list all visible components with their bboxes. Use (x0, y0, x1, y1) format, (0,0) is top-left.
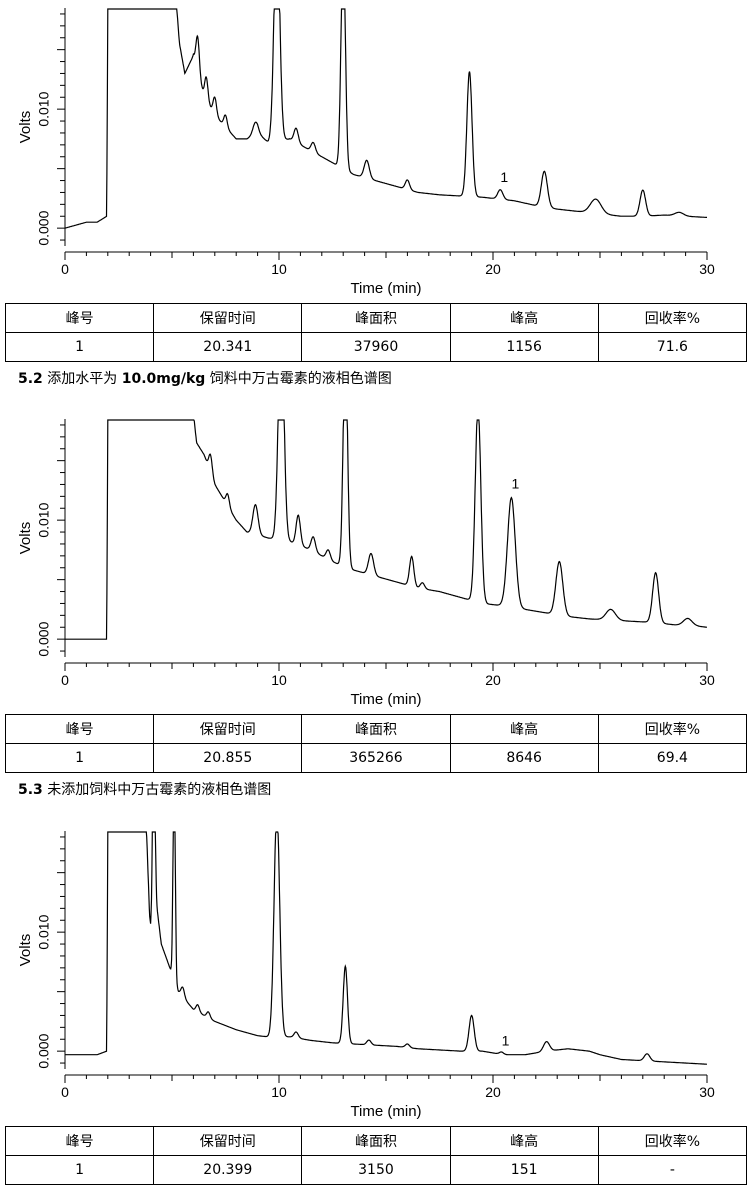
header-recovery: 回收率% (597, 714, 748, 744)
header-peak-area: 峰面积 (301, 1126, 451, 1156)
y-axis-title: Volts (17, 522, 34, 555)
cell-retention-time: 20.399 (153, 1155, 303, 1185)
caption-text: 未添加饲料中万古霉素的液相色谱图 (47, 782, 272, 798)
header-recovery: 回收率% (597, 303, 748, 333)
header-retention-time: 保留时间 (153, 714, 303, 744)
header-peak-number: 峰号 (4, 303, 155, 333)
x-tick-label: 0 (61, 1084, 69, 1100)
table-row: 1 20.399 3150 151 - (4, 1155, 748, 1185)
cell-peak-height: 1156 (449, 332, 599, 362)
results-table-3: 峰号 保留时间 峰面积 峰高 回收率% 1 20.399 3150 151 - (4, 1126, 748, 1185)
chromatogram-trace (65, 419, 707, 640)
cell-peak-height: 151 (449, 1155, 599, 1185)
cell-recovery: 69.4 (597, 743, 748, 773)
chart-panel-2: 0.000 0.010 Volts 0 10 20 30 Time (min) 1 (0, 411, 754, 711)
caption-5-2: 5.2 添加水平为 10.0mg/kg 饲料中万古霉素的液相色谱图 (18, 368, 392, 388)
x-tick-label: 30 (699, 261, 715, 277)
caption-number: 5.3 (18, 782, 43, 798)
header-peak-height: 峰高 (449, 303, 599, 333)
y-tick-label: 0.000 (36, 621, 52, 656)
header-retention-time: 保留时间 (153, 1126, 303, 1156)
header-peak-area: 峰面积 (301, 714, 451, 744)
x-tick-label: 30 (699, 1084, 715, 1100)
peak-label: 1 (502, 1033, 510, 1049)
x-tick-label: 0 (61, 261, 69, 277)
header-peak-number: 峰号 (4, 1126, 155, 1156)
y-tick-label: 0.010 (36, 914, 52, 949)
cell-peak-area: 365266 (301, 743, 451, 773)
cell-recovery: - (597, 1155, 748, 1185)
x-tick-label: 10 (271, 261, 287, 277)
table-row: 1 20.855 365266 8646 69.4 (4, 743, 748, 773)
caption-text-post: 饲料中万古霉素的液相色谱图 (209, 371, 392, 387)
table-header-row: 峰号 保留时间 峰面积 峰高 回收率% (4, 714, 748, 744)
chart-panel-1: 0.000 0.010 Volts 0 10 20 30 Time (min) 1 (0, 0, 754, 300)
x-axis-title: Time (min) (350, 1103, 421, 1120)
chromatogram-trace (64, 8, 707, 229)
caption-bold-value: 10.0mg/kg (121, 371, 206, 387)
table-header-row: 峰号 保留时间 峰面积 峰高 回收率% (4, 303, 748, 333)
x-tick-label: 30 (699, 672, 715, 688)
caption-number: 5.2 (18, 371, 43, 387)
results-table-1: 峰号 保留时间 峰面积 峰高 回收率% 1 20.341 37960 1156 … (4, 303, 748, 362)
y-tick-label: 0.000 (36, 210, 52, 245)
header-peak-area: 峰面积 (301, 303, 451, 333)
peak-label: 1 (512, 475, 520, 491)
cell-peak-number: 1 (4, 332, 155, 362)
peak-label: 1 (500, 169, 508, 185)
y-tick-label: 0.000 (36, 1033, 52, 1068)
cell-retention-time: 20.341 (153, 332, 303, 362)
x-tick-label: 10 (271, 672, 287, 688)
x-tick-label: 10 (271, 1084, 287, 1100)
x-tick-label: 20 (485, 261, 501, 277)
chromatogram-trace (65, 831, 707, 1065)
x-tick-label: 0 (61, 672, 69, 688)
cell-peak-height: 8646 (449, 743, 599, 773)
x-tick-label: 20 (485, 1084, 501, 1100)
y-tick-label: 0.010 (36, 502, 52, 537)
cell-recovery: 71.6 (597, 332, 748, 362)
chart-panel-3: 0.000 0.010 Volts 0 10 20 30 Time (min) 1 (0, 823, 754, 1123)
cell-peak-number: 1 (4, 743, 155, 773)
y-tick-label: 0.010 (36, 91, 52, 126)
cell-peak-area: 3150 (301, 1155, 451, 1185)
table-row: 1 20.341 37960 1156 71.6 (4, 332, 748, 362)
y-axis-title: Volts (17, 934, 34, 967)
header-peak-height: 峰高 (449, 714, 599, 744)
header-retention-time: 保留时间 (153, 303, 303, 333)
cell-peak-number: 1 (4, 1155, 155, 1185)
x-tick-label: 20 (485, 672, 501, 688)
cell-peak-area: 37960 (301, 332, 451, 362)
table-header-row: 峰号 保留时间 峰面积 峰高 回收率% (4, 1126, 748, 1156)
header-peak-number: 峰号 (4, 714, 155, 744)
results-table-2: 峰号 保留时间 峰面积 峰高 回收率% 1 20.855 365266 8646… (4, 714, 748, 773)
x-axis-title: Time (min) (350, 691, 421, 708)
header-recovery: 回收率% (597, 1126, 748, 1156)
caption-5-3: 5.3 未添加饲料中万古霉素的液相色谱图 (18, 779, 271, 799)
cell-retention-time: 20.855 (153, 743, 303, 773)
x-axis-title: Time (min) (350, 280, 421, 297)
y-axis-title: Volts (17, 111, 34, 144)
caption-text-pre: 添加水平为 (47, 371, 118, 387)
header-peak-height: 峰高 (449, 1126, 599, 1156)
